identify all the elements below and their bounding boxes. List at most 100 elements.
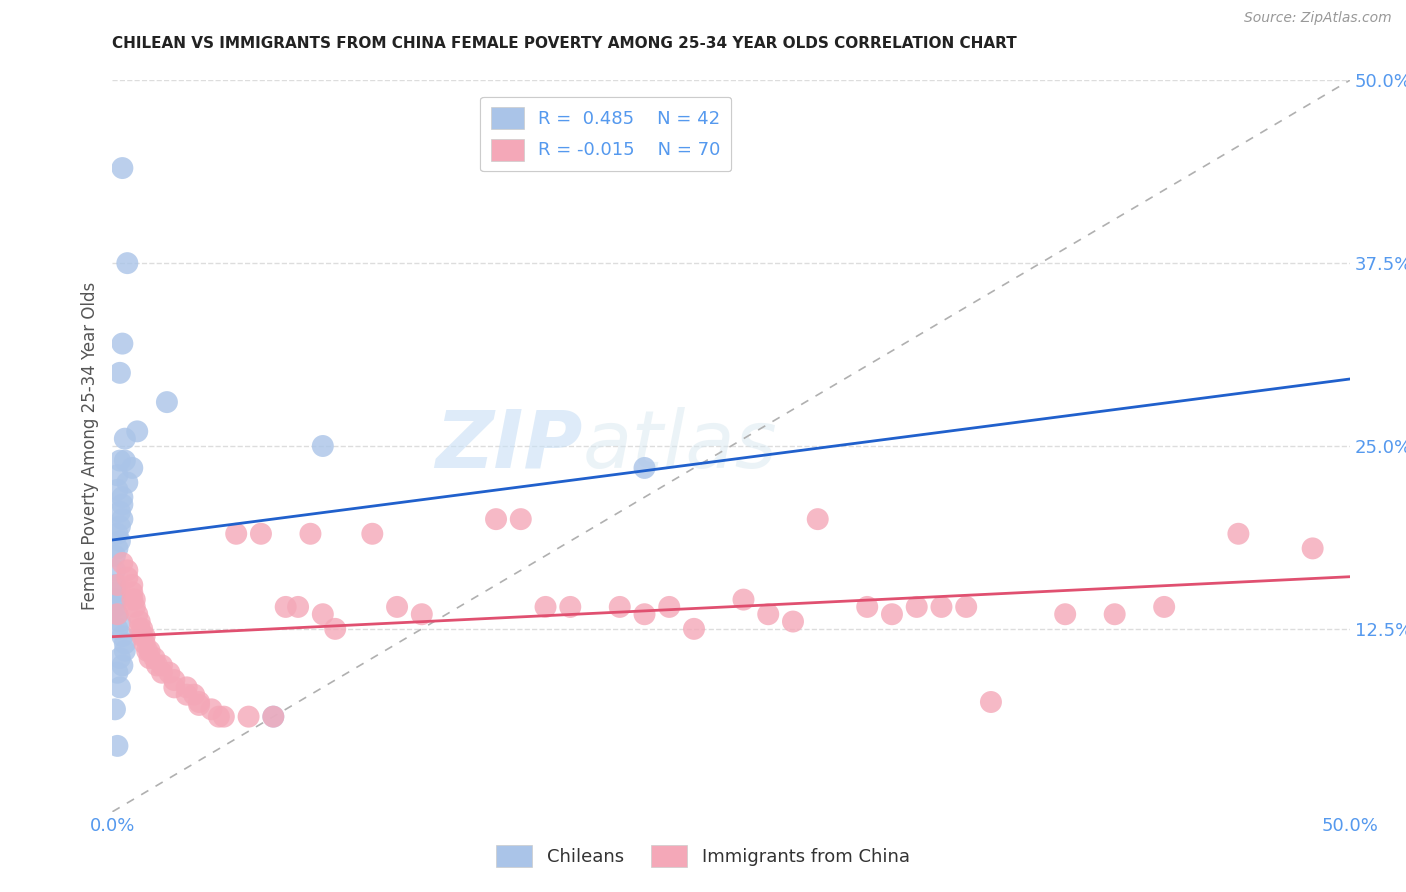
Point bbox=[114, 636, 136, 650]
Point bbox=[1054, 607, 1077, 622]
Point bbox=[146, 658, 169, 673]
Text: CHILEAN VS IMMIGRANTS FROM CHINA FEMALE POVERTY AMONG 25-34 YEAR OLDS CORRELATIO: CHILEAN VS IMMIGRANTS FROM CHINA FEMALE … bbox=[112, 36, 1017, 51]
Point bbox=[880, 607, 903, 622]
Point bbox=[658, 599, 681, 614]
Point bbox=[188, 698, 211, 712]
Point bbox=[107, 665, 129, 680]
Point bbox=[225, 526, 247, 541]
Point bbox=[163, 673, 186, 687]
Text: Source: ZipAtlas.com: Source: ZipAtlas.com bbox=[1244, 12, 1392, 25]
Point bbox=[200, 702, 222, 716]
Point bbox=[124, 599, 146, 614]
Point bbox=[1153, 599, 1175, 614]
Legend: R =  0.485    N = 42, R = -0.015    N = 70: R = 0.485 N = 42, R = -0.015 N = 70 bbox=[481, 96, 731, 171]
Point bbox=[104, 599, 127, 614]
Point bbox=[111, 490, 134, 504]
Point bbox=[138, 644, 160, 658]
Point bbox=[107, 739, 129, 753]
Point bbox=[121, 585, 143, 599]
Point bbox=[108, 681, 131, 695]
Point bbox=[176, 681, 198, 695]
Point bbox=[163, 681, 186, 695]
Point bbox=[609, 599, 631, 614]
Point bbox=[104, 592, 127, 607]
Point bbox=[104, 563, 127, 577]
Point bbox=[138, 651, 160, 665]
Point bbox=[136, 644, 159, 658]
Point bbox=[485, 512, 508, 526]
Point bbox=[262, 709, 284, 723]
Point bbox=[111, 556, 134, 570]
Point bbox=[807, 512, 830, 526]
Point bbox=[114, 453, 136, 467]
Point bbox=[955, 599, 977, 614]
Point bbox=[111, 336, 134, 351]
Point bbox=[128, 615, 150, 629]
Point bbox=[931, 599, 953, 614]
Point bbox=[111, 629, 134, 643]
Point bbox=[107, 541, 129, 556]
Point bbox=[134, 636, 156, 650]
Text: ZIP: ZIP bbox=[436, 407, 582, 485]
Point bbox=[782, 615, 804, 629]
Point bbox=[108, 615, 131, 629]
Point bbox=[121, 461, 143, 475]
Point bbox=[131, 622, 153, 636]
Point bbox=[117, 475, 139, 490]
Point bbox=[534, 599, 557, 614]
Point bbox=[312, 439, 335, 453]
Point bbox=[262, 709, 284, 723]
Point bbox=[856, 599, 879, 614]
Point bbox=[108, 534, 131, 549]
Point bbox=[683, 622, 706, 636]
Point bbox=[111, 161, 134, 175]
Point bbox=[183, 688, 205, 702]
Point bbox=[361, 526, 384, 541]
Point bbox=[633, 461, 655, 475]
Point bbox=[107, 607, 129, 622]
Point bbox=[733, 592, 755, 607]
Point bbox=[107, 468, 129, 483]
Point bbox=[117, 571, 139, 585]
Point bbox=[509, 512, 531, 526]
Point bbox=[157, 665, 180, 680]
Point bbox=[208, 709, 231, 723]
Point bbox=[108, 505, 131, 519]
Point bbox=[107, 483, 129, 497]
Point bbox=[127, 607, 149, 622]
Point bbox=[134, 629, 156, 643]
Point bbox=[114, 432, 136, 446]
Point bbox=[287, 599, 309, 614]
Point bbox=[238, 709, 260, 723]
Point bbox=[104, 578, 127, 592]
Point bbox=[121, 592, 143, 607]
Point bbox=[121, 578, 143, 592]
Point bbox=[156, 395, 179, 409]
Point bbox=[104, 585, 127, 599]
Point bbox=[905, 599, 928, 614]
Point bbox=[980, 695, 1002, 709]
Point bbox=[107, 607, 129, 622]
Point bbox=[188, 695, 211, 709]
Point bbox=[131, 629, 153, 643]
Point bbox=[176, 688, 198, 702]
Point bbox=[323, 622, 346, 636]
Point bbox=[127, 425, 149, 439]
Point bbox=[1104, 607, 1126, 622]
Point bbox=[117, 256, 139, 270]
Point bbox=[150, 665, 173, 680]
Point bbox=[274, 599, 297, 614]
Point bbox=[124, 592, 146, 607]
Y-axis label: Female Poverty Among 25-34 Year Olds: Female Poverty Among 25-34 Year Olds bbox=[80, 282, 98, 610]
Point bbox=[108, 651, 131, 665]
Point bbox=[143, 651, 166, 665]
Point bbox=[108, 366, 131, 380]
Point bbox=[299, 526, 322, 541]
Point bbox=[114, 644, 136, 658]
Point bbox=[111, 512, 134, 526]
Point bbox=[108, 519, 131, 533]
Point bbox=[150, 658, 173, 673]
Point bbox=[212, 709, 235, 723]
Point bbox=[312, 607, 335, 622]
Point bbox=[128, 622, 150, 636]
